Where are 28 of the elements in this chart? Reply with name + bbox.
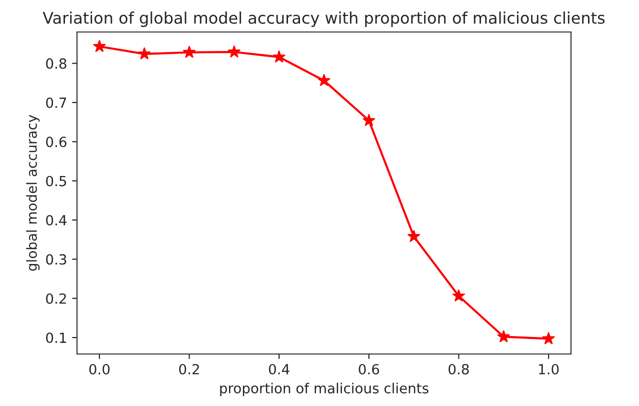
y-tick-label: 0.5 bbox=[46, 176, 66, 186]
point bbox=[318, 74, 330, 86]
x-tick-label: 0.2 bbox=[179, 364, 199, 374]
y-tick-label: 0.3 bbox=[46, 254, 66, 265]
point bbox=[542, 332, 556, 344]
x-tick-label: 1.0 bbox=[539, 364, 559, 374]
x-tick-label: 0.0 bbox=[89, 364, 110, 374]
y-tick-label: 0.4 bbox=[46, 215, 66, 226]
point bbox=[138, 47, 151, 60]
y-tick-label: 0.6 bbox=[46, 136, 66, 148]
x-tick-label: 0.8 bbox=[448, 364, 469, 374]
point bbox=[228, 45, 241, 58]
point bbox=[272, 50, 286, 63]
point bbox=[92, 40, 106, 52]
point bbox=[497, 330, 510, 342]
y-tick-label: 0.8 bbox=[46, 58, 66, 69]
point bbox=[362, 114, 376, 126]
y-tick-label: 0.7 bbox=[46, 97, 66, 108]
x-tick-label: 0.4 bbox=[268, 364, 290, 374]
x-axis-title: proportion of malicious clients bbox=[220, 382, 428, 396]
x-tick-label: 0.6 bbox=[358, 364, 380, 374]
chart-title: Variation of global model accuracy with proportion of malicious clients bbox=[42, 12, 605, 27]
point bbox=[182, 46, 196, 58]
point bbox=[407, 230, 420, 242]
y-axis-title: global model accuracy bbox=[26, 114, 40, 271]
point bbox=[452, 289, 466, 302]
y-tick-label: 0.1 bbox=[46, 332, 66, 344]
y-tick-label: 0.2 bbox=[46, 293, 66, 304]
